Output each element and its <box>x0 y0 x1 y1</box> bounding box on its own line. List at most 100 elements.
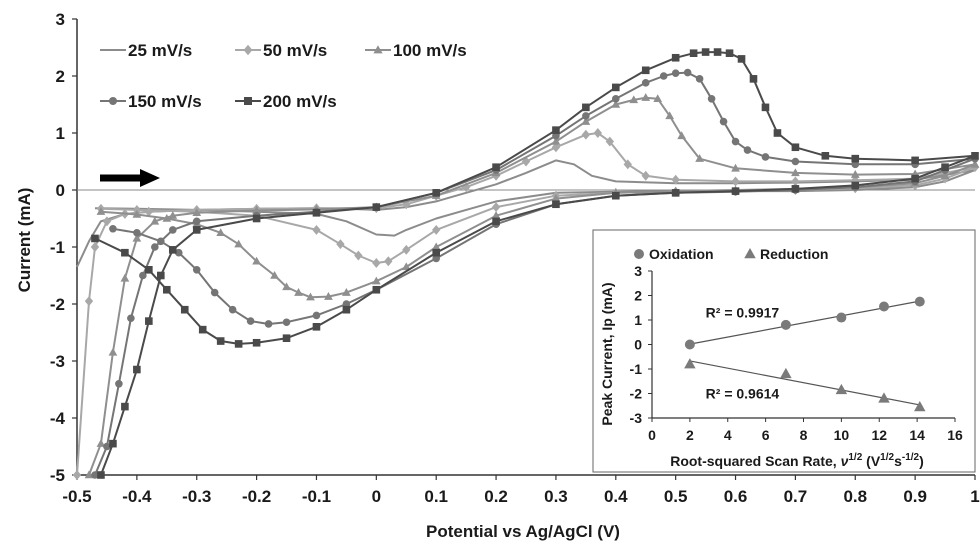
series-line <box>94 51 976 476</box>
data-point <box>659 72 668 80</box>
data-point <box>492 217 500 226</box>
data-point <box>671 69 680 77</box>
x-tick-label: 0.8 <box>843 487 867 506</box>
data-point <box>791 176 800 187</box>
data-point <box>492 163 500 171</box>
data-point <box>641 170 650 181</box>
data-point <box>911 156 919 165</box>
data-point <box>168 226 177 234</box>
data-point <box>432 189 440 197</box>
data-point <box>629 95 639 104</box>
legend-swatch-marker <box>373 45 383 54</box>
inset-data-point <box>835 383 848 395</box>
y-tick-label: 1 <box>56 124 65 143</box>
data-point <box>695 75 704 83</box>
inset-x-tick-label: 12 <box>871 427 887 443</box>
data-point <box>612 95 620 103</box>
data-point <box>971 152 979 160</box>
data-point <box>306 292 315 301</box>
data-point <box>851 175 860 186</box>
data-point <box>761 103 770 112</box>
data-point <box>665 111 675 120</box>
inset-x-tick-label: 8 <box>800 427 808 443</box>
data-point <box>228 305 237 314</box>
data-point <box>593 128 603 138</box>
data-point <box>192 217 201 226</box>
data-point <box>749 75 758 83</box>
data-point <box>109 224 117 233</box>
scan-direction-arrow-icon <box>100 169 160 187</box>
data-point <box>432 224 441 235</box>
legend-label: 25 mV/s <box>128 41 192 60</box>
legend-item: 25 mV/s <box>100 41 192 60</box>
data-point <box>312 323 321 331</box>
data-point <box>384 256 393 267</box>
data-point <box>491 211 501 219</box>
x-tick-label: 0.9 <box>903 487 927 506</box>
data-point <box>121 248 129 257</box>
data-point <box>731 137 740 146</box>
inset-legend-label: Reduction <box>760 246 828 262</box>
legend-swatch-marker <box>244 97 252 105</box>
data-point <box>157 271 165 280</box>
x-tick-label: 0.6 <box>724 487 748 506</box>
x-tick-label: 0.2 <box>484 487 508 506</box>
data-point <box>671 53 680 62</box>
data-point <box>850 170 860 178</box>
legend-item: 150 mV/s <box>100 92 202 111</box>
data-point <box>791 168 800 177</box>
data-point <box>168 211 178 219</box>
data-point <box>491 202 501 213</box>
data-point <box>252 256 261 265</box>
data-point <box>695 154 704 162</box>
data-point <box>581 129 591 140</box>
data-point <box>145 266 153 274</box>
x-tick-label: 0.7 <box>784 487 808 506</box>
data-point <box>145 317 153 325</box>
y-tick-label: 3 <box>56 10 65 29</box>
inset-data-point <box>878 392 890 403</box>
data-point <box>282 318 291 327</box>
x-tick-label: -0.2 <box>242 487 271 506</box>
data-point <box>252 338 261 347</box>
data-point <box>791 143 800 152</box>
x-axis-title: Potential vs Ag/AgCl (V) <box>426 522 620 541</box>
data-point <box>91 471 99 479</box>
data-point <box>72 470 82 480</box>
data-point <box>270 270 279 279</box>
inset-panel <box>592 229 976 473</box>
inset-legend-item: Oxidation <box>634 246 714 262</box>
inset-y-tick-label: 1 <box>634 312 642 328</box>
x-tick-label: -0.5 <box>62 487 91 506</box>
data-point <box>432 248 440 257</box>
data-point <box>312 311 321 320</box>
data-point <box>312 209 321 217</box>
data-point <box>150 216 160 225</box>
data-point <box>84 470 94 479</box>
data-point <box>336 239 345 250</box>
data-point <box>133 365 141 374</box>
inset-x-tick-label: 4 <box>724 427 732 443</box>
x-tick-label: -0.4 <box>122 487 152 506</box>
data-point <box>582 112 590 120</box>
data-point <box>761 153 770 161</box>
inset-x-title-mid: (V <box>862 453 881 469</box>
inset-x-title-main: Root-squared Scan Rate, <box>670 453 840 469</box>
data-point <box>725 49 734 57</box>
main-legend: 25 mV/s 50 mV/s 100 mV/s 150 mV/s 200 mV/s <box>100 41 467 111</box>
x-tick-label: 0.4 <box>604 487 628 506</box>
y-axis-title: Current (mA) <box>15 188 34 293</box>
y-tick-label: -1 <box>50 238 65 257</box>
data-point <box>180 305 189 314</box>
data-point <box>605 136 614 147</box>
data-point <box>552 132 560 140</box>
legend-swatch-marker <box>109 97 117 105</box>
data-point <box>582 103 590 112</box>
inset-x-tick-label: 16 <box>947 427 963 443</box>
data-point <box>342 305 351 314</box>
data-point <box>192 208 202 217</box>
data-point <box>851 154 860 163</box>
main-series-group <box>72 48 980 480</box>
data-point <box>551 193 561 202</box>
inset-annotations: R² = 0.9917 R² = 0.9614 <box>706 305 780 402</box>
